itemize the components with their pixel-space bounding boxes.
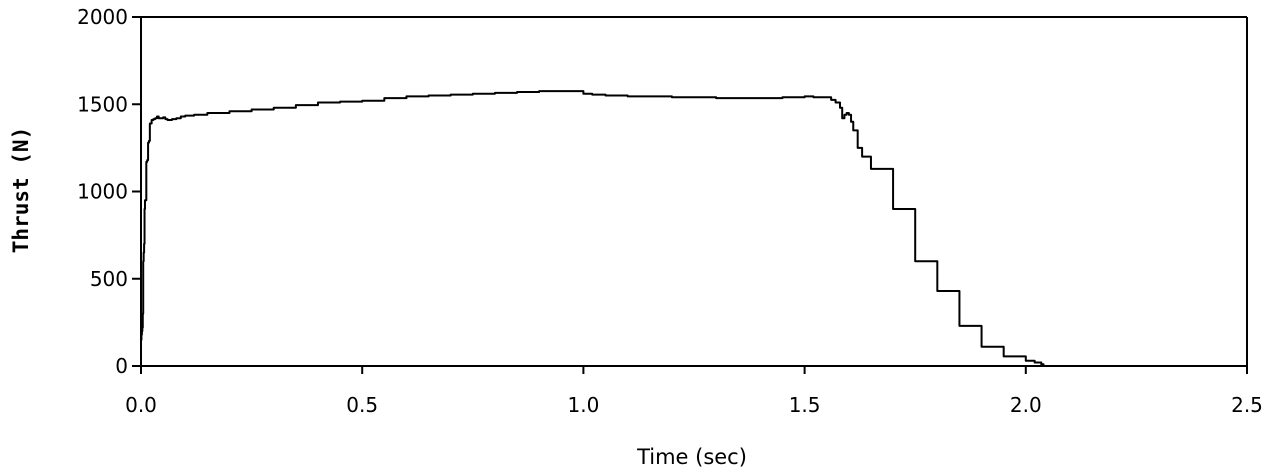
x-tick-label: 1.5 — [789, 393, 821, 417]
x-tick-label: 2.5 — [1231, 393, 1263, 417]
y-axis-title: Thrust (N) — [9, 127, 33, 253]
y-tick-label: 500 — [90, 267, 128, 291]
x-tick-label: 1.0 — [567, 393, 599, 417]
axis-ticks: 0.0 0.5 1.0 1.5 2.0 2.5 0 500 1000 1500 2000 — [77, 5, 1263, 417]
thrust-curve — [140, 90, 1045, 366]
y-tick-label: 0 — [115, 354, 128, 378]
y-tick-label: 1500 — [77, 92, 128, 116]
series-layer — [140, 90, 1045, 366]
y-tick-label: 1000 — [77, 180, 128, 204]
x-axis-title: Time (sec) — [636, 445, 747, 469]
x-tick-label: 0.5 — [346, 393, 378, 417]
x-tick-label: 0.0 — [125, 393, 157, 417]
x-tick-label: 2.0 — [1010, 393, 1042, 417]
plot-area — [140, 16, 1248, 367]
y-tick-label: 2000 — [77, 5, 128, 29]
